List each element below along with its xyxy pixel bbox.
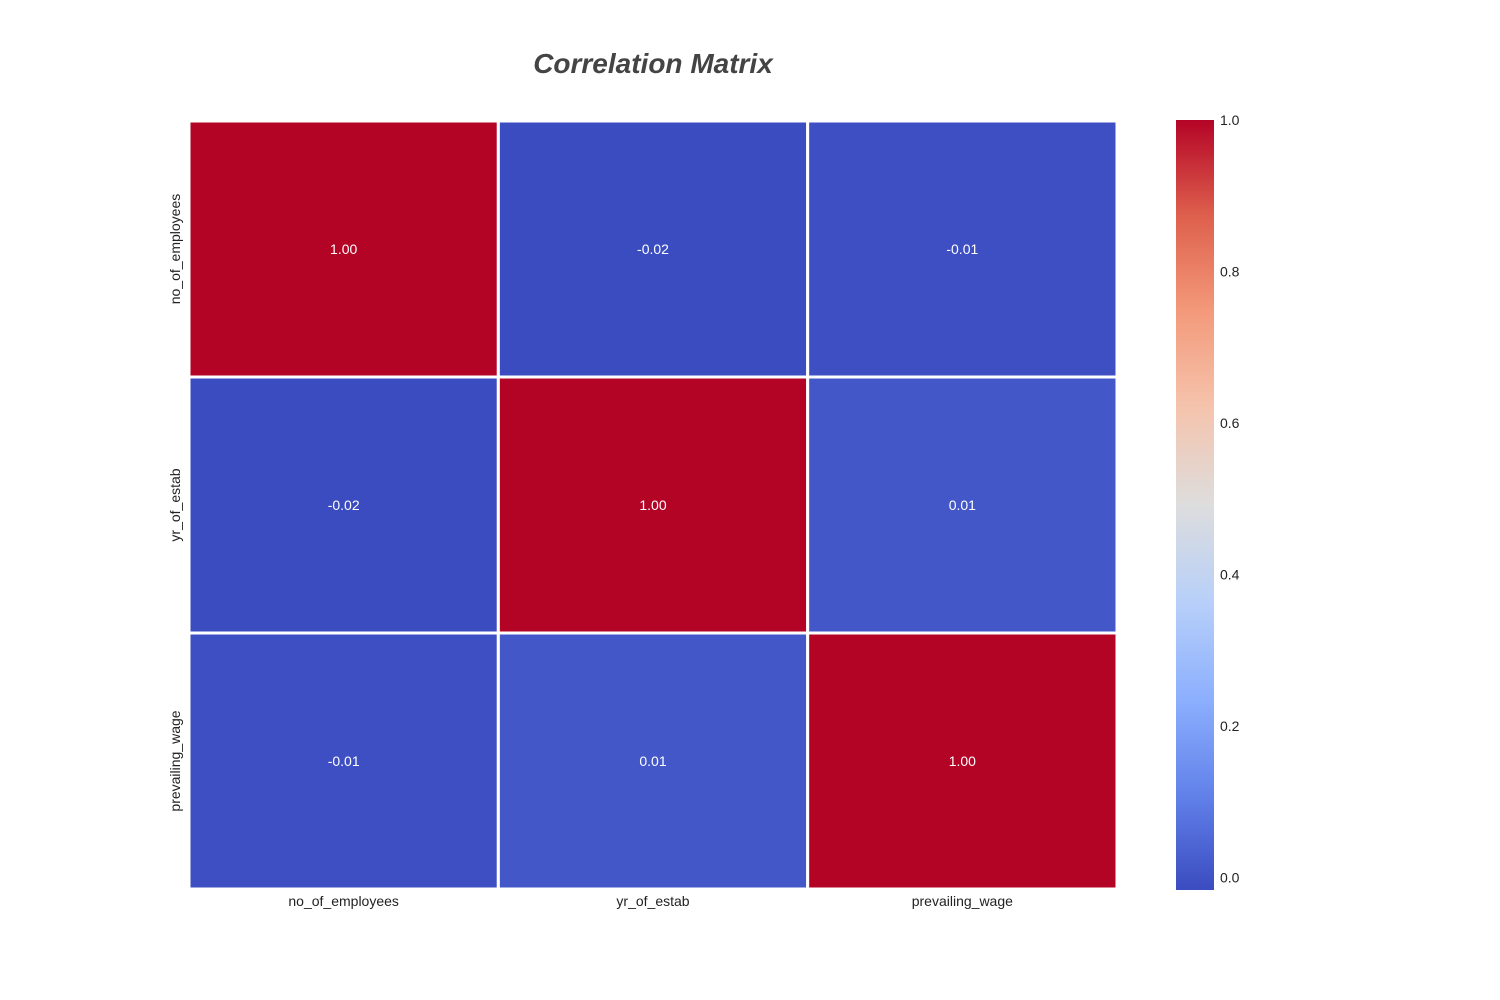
cell-value-label: -0.02 [328,497,360,513]
cell-value-label: -0.01 [946,241,978,257]
cell-value-label: 1.00 [949,753,976,769]
y-tick-label: no_of_employees [167,194,183,305]
colorbar-tick-labels: 0.0 0.2 0.4 0.6 0.8 1.0 [1220,112,1240,886]
x-axis-tick-labels: no_of_employees yr_of_estab prevailing_wag… [288,893,1013,909]
cell-value-label: -0.01 [328,753,360,769]
y-tick-label: yr_of_estab [167,468,183,541]
colorbar-tick-label: 0.4 [1220,567,1240,583]
cell-value-label: 1.00 [639,497,666,513]
cell-value-label: 0.01 [639,753,666,769]
x-tick-label: yr_of_estab [616,893,689,909]
y-axis-tick-labels: no_of_employees yr_of_estab prevailing_wag… [167,194,183,812]
x-tick-label: no_of_employees [288,893,399,909]
colorbar [1176,120,1214,890]
cell-value-label: 1.00 [330,241,357,257]
colorbar-tick-label: 0.6 [1220,415,1240,431]
colorbar-tick-label: 1.0 [1220,112,1240,128]
x-tick-label: prevailing_wage [912,893,1013,909]
chart-title: Correlation Matrix [533,48,774,79]
y-tick-label: prevailing_wage [167,710,183,811]
colorbar-tick-label: 0.0 [1220,870,1240,886]
colorbar-tick-label: 0.2 [1220,718,1240,734]
cell-value-label: -0.02 [637,241,669,257]
colorbar-tick-label: 0.8 [1220,264,1240,280]
cell-value-label: 0.01 [949,497,976,513]
